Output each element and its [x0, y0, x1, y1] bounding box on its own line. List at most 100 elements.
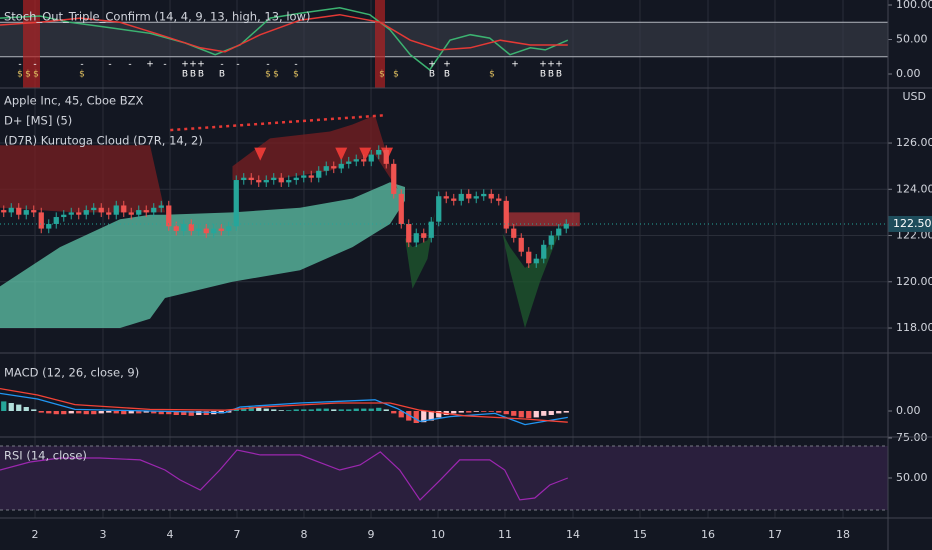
signal-marker: - — [108, 60, 111, 70]
signal-highlight — [375, 0, 385, 88]
macd-histogram-bar — [263, 408, 269, 411]
candle-body — [473, 196, 479, 199]
macd-histogram-bar — [316, 408, 322, 411]
indicator-legend: D+ [MS] (5) — [4, 114, 72, 128]
overbought-oversold-band — [0, 22, 888, 57]
y-tick-label: 0.00 — [896, 404, 921, 417]
candle-body — [496, 198, 502, 201]
x-tick-label: 14 — [566, 528, 580, 541]
candle-body — [143, 210, 149, 213]
macd-histogram-bar — [556, 411, 562, 414]
candle-body — [8, 207, 14, 213]
y-tick-label: 124.00 — [896, 182, 932, 195]
signal-marker: - — [163, 60, 166, 70]
macd-histogram-bar — [16, 404, 22, 411]
candle-body — [196, 228, 202, 231]
macd-histogram-bar — [173, 411, 179, 415]
signal-marker: - — [266, 60, 269, 70]
signal-marker: - — [220, 60, 223, 70]
signal-marker: $ — [379, 70, 385, 80]
x-tick-label: 3 — [99, 528, 106, 541]
macd-histogram-bar — [428, 411, 434, 421]
signal-marker: $ — [33, 70, 39, 80]
candle-body — [376, 149, 382, 155]
macd-title: MACD (12, 26, close, 9) — [4, 366, 139, 380]
candle-body — [458, 193, 464, 201]
candle-body — [338, 163, 344, 169]
candle-body — [38, 212, 44, 229]
stoch-title: Stoch_Out_Triple_Confirm (14, 4, 9, 13, … — [4, 10, 310, 24]
macd-histogram-bar — [398, 411, 404, 418]
signal-marker: $ — [273, 70, 279, 80]
signal-marker: B — [540, 70, 546, 80]
macd-histogram-bar — [391, 411, 397, 414]
candle-body — [233, 180, 239, 227]
macd-histogram-bar — [271, 409, 277, 411]
candle-body — [361, 159, 367, 162]
candle-body — [323, 166, 329, 171]
signal-marker: $ — [79, 70, 85, 80]
signal-marker: B — [429, 70, 435, 80]
y-tick-label: 50.00 — [896, 471, 928, 484]
candle-body — [428, 221, 434, 238]
x-tick-label: 7 — [234, 528, 241, 541]
signal-marker: + — [539, 60, 547, 70]
last-price-tag — [888, 215, 932, 232]
candle-body — [68, 212, 74, 215]
macd-histogram-bar — [383, 409, 389, 411]
macd-histogram-bar — [473, 411, 479, 412]
macd-histogram-bar — [541, 411, 547, 416]
macd-histogram-bar — [496, 411, 502, 413]
signal-marker: - — [236, 60, 239, 70]
candle-body — [121, 205, 127, 213]
macd-histogram-bar — [83, 411, 89, 415]
candle-body — [443, 196, 449, 199]
signal-line — [0, 387, 568, 423]
x-tick-label: 18 — [836, 528, 850, 541]
candle-body — [278, 177, 284, 183]
plot-area — [0, 0, 888, 511]
signal-marker: + — [189, 60, 197, 70]
candle-body — [151, 207, 157, 213]
macd-histogram-bar — [406, 411, 412, 421]
currency-label: USD — [902, 90, 926, 103]
signal-marker: B — [182, 70, 188, 80]
macd-histogram-bar — [563, 411, 569, 413]
candle-body — [481, 193, 487, 197]
macd-histogram-bar — [518, 411, 524, 418]
signal-triangle — [254, 147, 267, 161]
candle-body — [331, 166, 337, 169]
macd-histogram-bar — [1, 401, 7, 411]
candle-body — [128, 212, 134, 215]
candle-body — [533, 258, 539, 264]
macd-histogram-bar — [466, 411, 472, 413]
signal-marker: B — [444, 70, 450, 80]
candle-body — [286, 180, 292, 183]
signal-marker: + — [146, 60, 154, 70]
candle-body — [346, 161, 352, 164]
macd-histogram-bar — [331, 409, 337, 411]
y-tick-label: 118.00 — [896, 321, 932, 334]
macd-histogram-bar — [181, 411, 187, 415]
overlay: 2 3 4 7 8 9 10 11 14 15 16 17 18 100.00 50.00 0.00 126.0… — [17, 0, 932, 541]
candle-body — [398, 193, 404, 224]
y-tick-label: 120.00 — [896, 275, 932, 288]
macd-histogram-bar — [136, 411, 142, 414]
macd-histogram-bar — [128, 411, 134, 414]
rsi-line — [0, 449, 569, 501]
macd-histogram-bar — [241, 407, 247, 411]
macd-histogram-bar — [548, 411, 554, 415]
candle-body — [61, 214, 67, 218]
macd-histogram-bar — [38, 411, 44, 413]
macd-histogram-bar — [23, 407, 29, 411]
candle-body — [421, 233, 427, 238]
candle-body — [188, 223, 194, 231]
macd-histogram-bar — [248, 407, 254, 411]
candle-body — [166, 205, 172, 227]
candle-body — [548, 235, 554, 245]
candle-body — [106, 212, 112, 215]
candle-body — [391, 163, 397, 194]
macd-histogram-bar — [76, 411, 82, 414]
macd-histogram-bar — [256, 407, 262, 411]
